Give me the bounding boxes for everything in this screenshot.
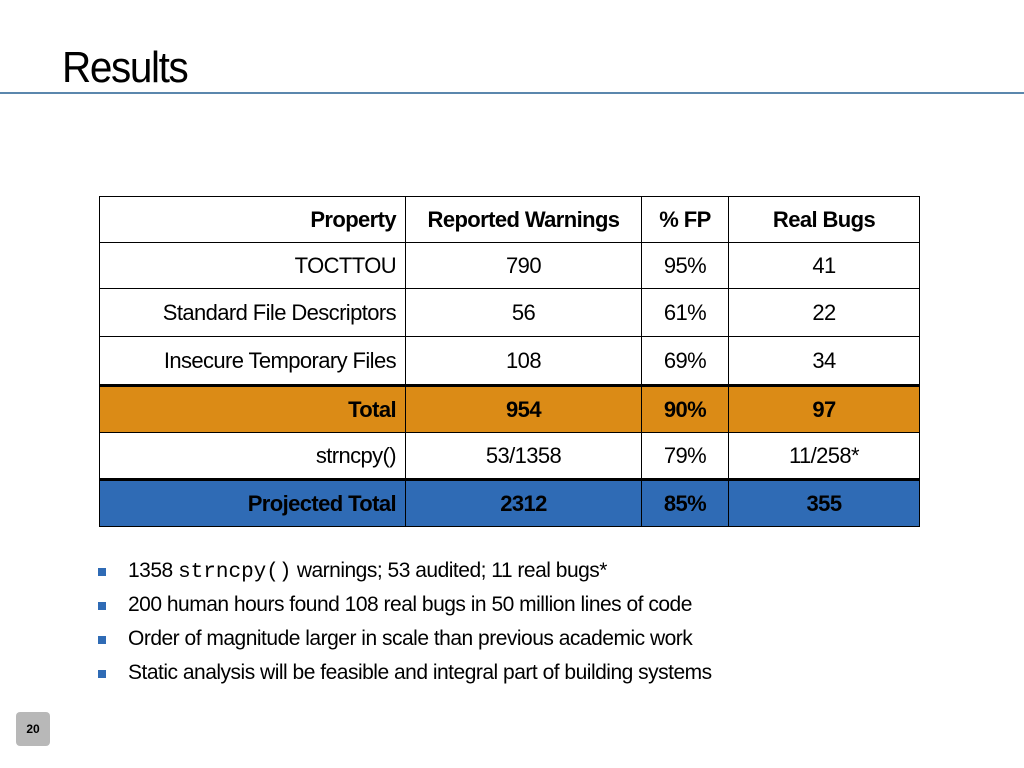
- code-snippet: strncpy(): [178, 561, 292, 584]
- bullet-text-prefix: 1358: [128, 559, 179, 582]
- bullet-text-suffix: warnings; 53 audited; 11 real bugs*: [291, 559, 608, 582]
- cell-reported-warnings: 56: [405, 288, 642, 337]
- cell-property: Projected Total: [99, 478, 406, 527]
- cell-real-bugs: 355: [728, 478, 920, 527]
- square-bullet-icon: [98, 636, 106, 644]
- bullet-item: Order of magnitude larger in scale than …: [98, 624, 712, 658]
- cell-real-bugs: 34: [728, 336, 920, 386]
- results-table: Property Reported Warnings % FP Real Bug…: [99, 196, 920, 527]
- table-row: TOCTTOU 790 95% 41: [99, 242, 920, 289]
- header-reported-warnings: Reported Warnings: [405, 196, 642, 243]
- table-row-total: Total 954 90% 97: [99, 384, 920, 433]
- bullet-text: Static analysis will be feasible and int…: [128, 661, 712, 684]
- cell-property: Total: [99, 384, 406, 433]
- cell-reported-warnings: 954: [405, 384, 642, 433]
- page-number-badge: 20: [16, 712, 50, 746]
- square-bullet-icon: [98, 670, 106, 678]
- cell-false-positive: 79%: [641, 432, 729, 480]
- table-row-projected-total: Projected Total 2312 85% 355: [99, 478, 920, 527]
- cell-false-positive: 95%: [641, 242, 729, 289]
- bullet-text: 200 human hours found 108 real bugs in 5…: [128, 593, 692, 616]
- header-false-positive: % FP: [641, 196, 729, 243]
- cell-property: Insecure Temporary Files: [99, 336, 406, 386]
- cell-real-bugs: 41: [728, 242, 920, 289]
- cell-false-positive: 85%: [641, 478, 729, 527]
- cell-false-positive: 90%: [641, 384, 729, 433]
- table-row: strncpy() 53/1358 79% 11/258*: [99, 432, 920, 480]
- bullet-item: Static analysis will be feasible and int…: [98, 658, 712, 692]
- bullet-text: Order of magnitude larger in scale than …: [128, 627, 693, 650]
- table-row: Insecure Temporary Files 108 69% 34: [99, 336, 920, 386]
- bullet-item: 200 human hours found 108 real bugs in 5…: [98, 590, 712, 624]
- cell-property: Standard File Descriptors: [99, 288, 406, 337]
- cell-reported-warnings: 2312: [405, 478, 642, 527]
- cell-real-bugs: 22: [728, 288, 920, 337]
- cell-false-positive: 69%: [641, 336, 729, 386]
- header-property: Property: [99, 196, 406, 243]
- bullet-list: 1358 strncpy() warnings; 53 audited; 11 …: [98, 556, 712, 692]
- cell-property: strncpy(): [99, 432, 406, 480]
- title-divider: [0, 92, 1024, 94]
- bullet-item: 1358 strncpy() warnings; 53 audited; 11 …: [98, 556, 712, 590]
- cell-false-positive: 61%: [641, 288, 729, 337]
- cell-reported-warnings: 790: [405, 242, 642, 289]
- cell-real-bugs: 11/258*: [728, 432, 920, 480]
- header-real-bugs: Real Bugs: [728, 196, 920, 243]
- table-header-row: Property Reported Warnings % FP Real Bug…: [99, 196, 920, 243]
- cell-property: TOCTTOU: [99, 242, 406, 289]
- square-bullet-icon: [98, 602, 106, 610]
- square-bullet-icon: [98, 568, 106, 576]
- cell-real-bugs: 97: [728, 384, 920, 433]
- cell-reported-warnings: 108: [405, 336, 642, 386]
- table-row: Standard File Descriptors 56 61% 22: [99, 288, 920, 337]
- cell-reported-warnings: 53/1358: [405, 432, 642, 480]
- slide-title: Results: [62, 43, 189, 92]
